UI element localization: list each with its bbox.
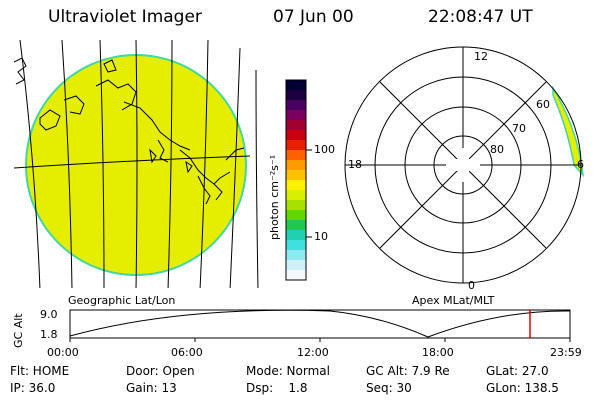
colorbar-cell [286, 220, 306, 231]
colorbar-cell [286, 240, 306, 251]
gain-info: Gain: 13 [126, 381, 177, 395]
polar-plot: 12 18 6 0 60 70 80 [344, 46, 585, 292]
colorbar-cell [286, 190, 306, 201]
altitude-xtick-0000: 00:00 [47, 346, 79, 359]
aurora-region [552, 85, 585, 178]
colorbar-cell [286, 140, 306, 151]
dsp-info: Dsp: 1.8 [246, 381, 308, 395]
colorbar-cell [286, 270, 306, 281]
altitude-ylabel: GC Alt [12, 313, 25, 348]
date-label: 07 Jun 00 [273, 7, 354, 27]
coastlines [14, 57, 245, 205]
mode-info: Mode: Normal [246, 364, 330, 378]
colorbar-cell [286, 90, 306, 101]
colorbar-tick-100: 100 [314, 143, 335, 156]
colorbar-cell [286, 160, 306, 171]
altitude-xtick-2359: 23:59 [550, 346, 582, 359]
geographic-label: Geographic Lat/Lon [68, 294, 175, 307]
door-info: Door: Open [126, 364, 195, 378]
colorbar-cell [286, 180, 306, 191]
polar-label: Apex MLat/MLT [412, 294, 495, 307]
colorbar-unit-label: photon cm⁻²s⁻¹ [268, 155, 281, 240]
altitude-xtick-1200: 12:00 [297, 346, 329, 359]
altitude-xtick-1800: 18:00 [422, 346, 454, 359]
colorbar: 100 10 photon cm⁻²s⁻¹ [268, 79, 335, 281]
time-label: 22:08:47 UT [428, 7, 533, 27]
colorbar-cell [286, 200, 306, 211]
colorbar-cell [286, 130, 306, 141]
mlt-label-0: 0 [468, 279, 475, 292]
instrument-title: Ultraviolet Imager [48, 7, 202, 27]
colorbar-tick-10: 10 [314, 230, 328, 243]
gc-alt-info: GC Alt: 7.9 Re [366, 364, 450, 378]
mlt-label-18: 18 [348, 158, 362, 171]
altitude-ytick-high: 9.0 [40, 308, 58, 321]
seq-info: Seq: 30 [366, 381, 412, 395]
altitude-plot: GC Alt 9.0 1.8 00:00 06:00 12:00 18:00 2… [12, 308, 582, 359]
flight-info: Flt: HOME [10, 364, 70, 378]
mlat-label-70: 70 [512, 122, 526, 135]
mlat-label-60: 60 [536, 98, 550, 111]
colorbar-cell [286, 170, 306, 181]
meridian-lines [19, 40, 259, 288]
ip-info: IP: 36.0 [10, 381, 56, 395]
colorbar-cell [286, 250, 306, 261]
colorbar-cell [286, 210, 306, 221]
mlt-label-12: 12 [474, 50, 488, 63]
colorbar-cell [286, 100, 306, 111]
altitude-ytick-low: 1.8 [40, 328, 58, 341]
colorbar-cell [286, 120, 306, 131]
altitude-xtick-0600: 06:00 [171, 346, 203, 359]
geographic-map [14, 40, 259, 288]
glon-info: GLon: 138.5 [486, 381, 559, 395]
mlat-label-80: 80 [490, 143, 504, 156]
colorbar-cell [286, 260, 306, 271]
glat-info: GLat: 27.0 [486, 364, 549, 378]
altitude-curve [69, 309, 571, 338]
latitude-line [14, 155, 251, 169]
colorbar-cell [286, 230, 306, 241]
colorbar-cell [286, 150, 306, 161]
colorbar-cell [286, 110, 306, 121]
mlt-label-6: 6 [577, 158, 584, 171]
colorbar-cell [286, 80, 306, 91]
